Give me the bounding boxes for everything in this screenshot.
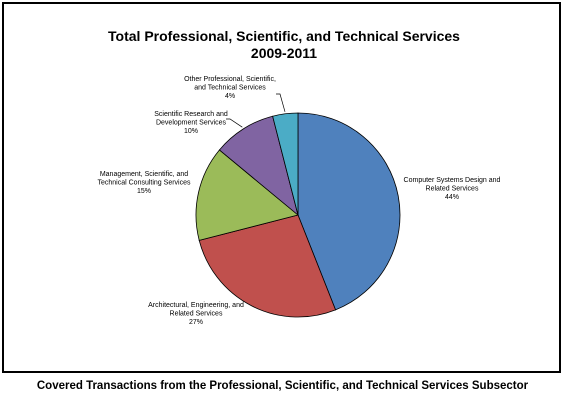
slice-label-management-scientific-and: Management, Scientific, and Technical Con…	[98, 171, 191, 195]
slice-label-line: Scientific Research and	[154, 111, 228, 118]
slice-label-line: Other Professional, Scientific,	[184, 76, 276, 83]
slice-label-computer-systems-design-and: Computer Systems Design and Related Servi…	[404, 177, 501, 201]
slice-label-scientific-research-and: Scientific Research and Development Servi…	[154, 111, 228, 135]
slice-label-line: Development Services	[156, 120, 227, 127]
slice-label-line: and Technical Services	[194, 85, 266, 92]
chart-title-line-2: 2009-2011	[251, 45, 317, 61]
slice-label-line: 15%	[137, 188, 151, 195]
pie-slice-computer-systems-design-and	[297, 112, 401, 311]
figure-caption: Covered Transactions from the Profession…	[36, 380, 529, 392]
chart-frame: Total Professional, Scientific, and Tech…	[2, 2, 561, 373]
slice-label-line: Management, Scientific, and	[100, 171, 188, 178]
slice-label-line: Related Services	[426, 186, 479, 193]
slice-label-line: 10%	[184, 128, 198, 135]
slice-label-line: Technical Consulting Services	[98, 180, 191, 187]
slice-label-architectural-engineering-and: Architectural, Engineering, and Related S…	[148, 302, 244, 326]
pie-slice-architectural-engineering-and	[198, 214, 337, 318]
slice-label-other-professional-scientific: Other Professional, Scientific, and Techn…	[184, 76, 276, 100]
leader-line-scientific-research-and	[226, 118, 243, 128]
pie-chart: Total Professional, Scientific, and Tech…	[98, 28, 501, 326]
leader-line-other-professional-scientific	[276, 93, 286, 112]
slice-label-line: Architectural, Engineering, and	[148, 302, 244, 309]
pie-slice-other-professional-scientific	[272, 112, 299, 216]
slice-label-line: 4%	[225, 93, 235, 100]
chart-title-line-1: Total Professional, Scientific, and Tech…	[108, 28, 460, 44]
slice-label-line: Computer Systems Design and	[404, 177, 501, 184]
slice-label-line: 44%	[445, 194, 459, 201]
pie-slice-management-scientific-and	[195, 149, 299, 241]
slice-label-line: Related Services	[170, 311, 223, 318]
slice-label-line: 27%	[189, 319, 203, 326]
